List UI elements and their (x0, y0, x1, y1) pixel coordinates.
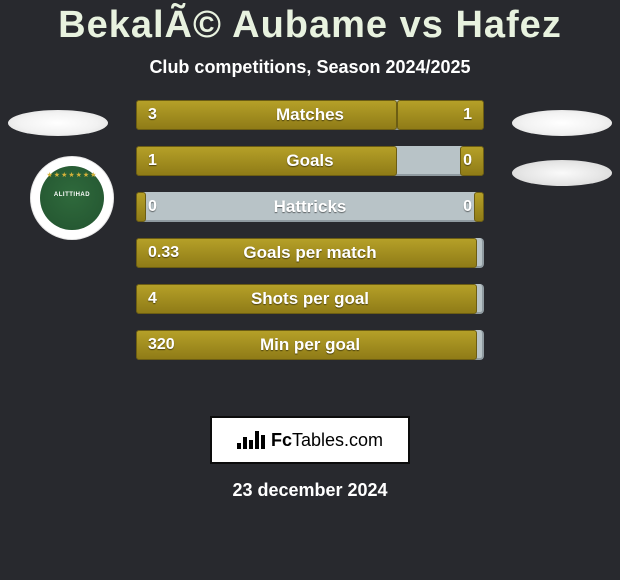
placeholder-ellipse-left (8, 110, 108, 136)
placeholder-ellipse-right-1 (512, 110, 612, 136)
stat-row: 4Shots per goal (136, 284, 484, 314)
club-badge: ★★★★★★★ ALITTIHAD (30, 156, 114, 240)
stat-row: 00Hattricks (136, 192, 484, 222)
site-name: FcTables.com (271, 430, 383, 451)
badge-stars: ★★★★★★★ (40, 171, 104, 179)
stat-label: Goals per match (136, 243, 484, 263)
comparison-chart: ★★★★★★★ ALITTIHAD 31Matches10Goals00Hatt… (0, 114, 620, 394)
page-title: BekalÃ© Aubame vs Hafez (0, 0, 620, 47)
stat-label: Hattricks (136, 197, 484, 217)
stat-label: Goals (136, 151, 484, 171)
subtitle: Club competitions, Season 2024/2025 (0, 57, 620, 78)
site-logo-icon (237, 431, 265, 449)
stat-row: 320Min per goal (136, 330, 484, 360)
badge-label: ALITTIHAD (54, 192, 90, 198)
stat-row: 0.33Goals per match (136, 238, 484, 268)
stat-row: 10Goals (136, 146, 484, 176)
stat-row: 31Matches (136, 100, 484, 130)
date-label: 23 december 2024 (0, 480, 620, 501)
stat-label: Shots per goal (136, 289, 484, 309)
stat-rows-container: 31Matches 10Goals 00Hattricks 0.33Goals per… (136, 100, 484, 360)
stat-label: Matches (136, 105, 484, 125)
placeholder-ellipse-right-2 (512, 160, 612, 186)
stat-label: Min per goal (136, 335, 484, 355)
site-attribution: FcTables.com (210, 416, 410, 464)
